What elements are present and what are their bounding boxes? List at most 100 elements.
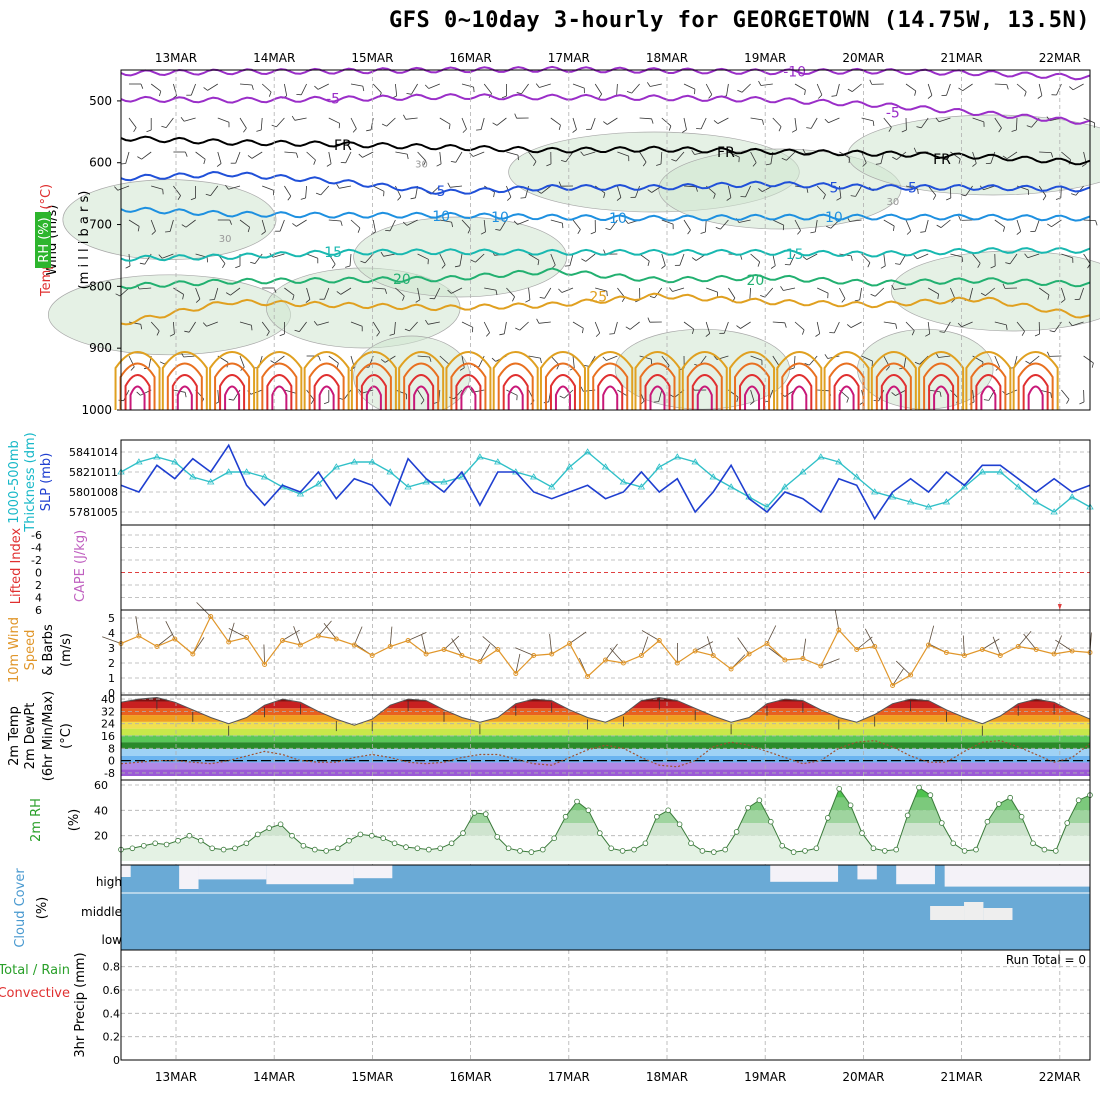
rh-band (121, 810, 1090, 823)
surface-temp-contour (823, 351, 870, 410)
wind-barb (119, 287, 130, 297)
wind-barb (517, 219, 529, 225)
wind-barb (128, 219, 140, 227)
wind-speed-tick: 3 (108, 642, 115, 655)
wind-barb-flag (961, 256, 964, 262)
wind-barb (705, 219, 707, 233)
wind-barb-flag (951, 298, 956, 303)
wind-barb-flag (376, 331, 380, 337)
wind-barb (362, 151, 374, 158)
wind-barb-flag (823, 194, 826, 200)
wind-barb (183, 355, 196, 358)
rh-marker (494, 834, 501, 840)
wind-barb-flag (580, 386, 584, 392)
wind-speed-tick: 1 (108, 672, 115, 685)
wind-barb (383, 253, 396, 257)
pressure-tick: 900 (89, 341, 112, 355)
wind-barb (284, 185, 292, 197)
wind-barb-10m (443, 635, 460, 650)
slp-tick: 1011 (90, 466, 118, 479)
wind-barb-flag (642, 161, 647, 167)
wind-barb-flag (313, 159, 316, 165)
wind-barb-flag (935, 117, 940, 122)
wind-barb-flag (780, 286, 784, 291)
wind-barb (794, 219, 801, 231)
wind-barb (700, 117, 707, 130)
wind-barb-flag (581, 258, 586, 262)
wind-barb (506, 389, 518, 396)
wind-speed-marker (208, 614, 214, 619)
wind-barb-flag (181, 224, 187, 228)
rh-marker (574, 798, 580, 805)
rh-marker (163, 841, 170, 848)
wind-barb-flag (441, 264, 446, 269)
precip-tick: 0.2 (103, 1031, 121, 1044)
wind-barb-flag (647, 260, 650, 267)
wind-barb-10m (165, 621, 176, 640)
wind-barb-flag (313, 321, 318, 326)
surface-temp-contour (744, 385, 761, 410)
surface-temp-contour (308, 362, 345, 410)
wind-barb (461, 117, 467, 130)
wind-barb-flag (331, 263, 336, 269)
surface-temp-contour (445, 351, 492, 410)
wind-barb (816, 321, 821, 334)
wind-barb (276, 117, 285, 128)
wind-barb-flag (513, 220, 518, 225)
thickness-marker (296, 490, 305, 497)
wind-barb-flag (469, 152, 474, 157)
precip-axis-label: 3hr Precip (mm) (73, 952, 88, 1057)
wind-barb (1072, 321, 1084, 327)
wind-speed-marker (1015, 644, 1021, 649)
wind-barb-flag (177, 195, 181, 201)
panel-gap (121, 410, 1090, 440)
thickness-line (120, 451, 1091, 513)
high-cloud-gap (944, 865, 1090, 887)
wind-barb (572, 355, 575, 368)
wind-barb (320, 185, 330, 196)
date-tick-top: 20MAR (842, 51, 884, 65)
wind-barb-flag (927, 95, 933, 99)
rh-marker (334, 845, 341, 852)
pressure-tick: 800 (89, 279, 112, 293)
date-tick-top: 19MAR (744, 51, 786, 65)
wind-barb-flag (797, 230, 801, 235)
surface-temp-contour (649, 385, 666, 410)
wind-barb-flag (736, 396, 739, 403)
wind-barb-flag (515, 327, 520, 331)
wind-barb (128, 117, 137, 128)
surface-temp-contour (918, 351, 965, 410)
wind-barb-flag (595, 332, 600, 337)
wind-barb-flag (850, 195, 856, 197)
rh-marker (380, 835, 387, 841)
rh-marker (916, 784, 922, 791)
date-tick-top: 15MAR (351, 51, 393, 65)
wind-barb-flag (958, 215, 961, 221)
wind-barb-flag (533, 161, 537, 167)
wind-speed-marker (746, 651, 752, 657)
pressure-tick: 700 (89, 218, 112, 232)
wind-barb-flag (671, 159, 677, 162)
wind-speed-marker (172, 636, 178, 642)
wind-barb-flag (1002, 283, 1006, 289)
wind-barb-flag (826, 225, 831, 229)
wind-barb-flag (1071, 193, 1077, 196)
wind-barb (150, 321, 160, 332)
wind-barb (411, 83, 418, 95)
wind-barb-10m (421, 634, 427, 655)
wind-barb (938, 117, 951, 123)
wind-barb (217, 117, 230, 123)
wind-barb-flag (682, 129, 687, 133)
contour-value-label: FR (933, 152, 951, 168)
wind-barb (994, 321, 1007, 326)
wind-barb (705, 83, 713, 95)
thickness-marker (135, 458, 143, 465)
wind-barb-10m (766, 625, 777, 644)
wind-speed-marker (710, 653, 716, 658)
wind-speed-marker (549, 651, 555, 657)
temp-color-band (121, 728, 1090, 736)
thickness-tick: 580 (69, 486, 90, 499)
wind-barb (919, 355, 929, 365)
wind-barb-flag (203, 159, 206, 165)
wind-barb (859, 287, 862, 300)
